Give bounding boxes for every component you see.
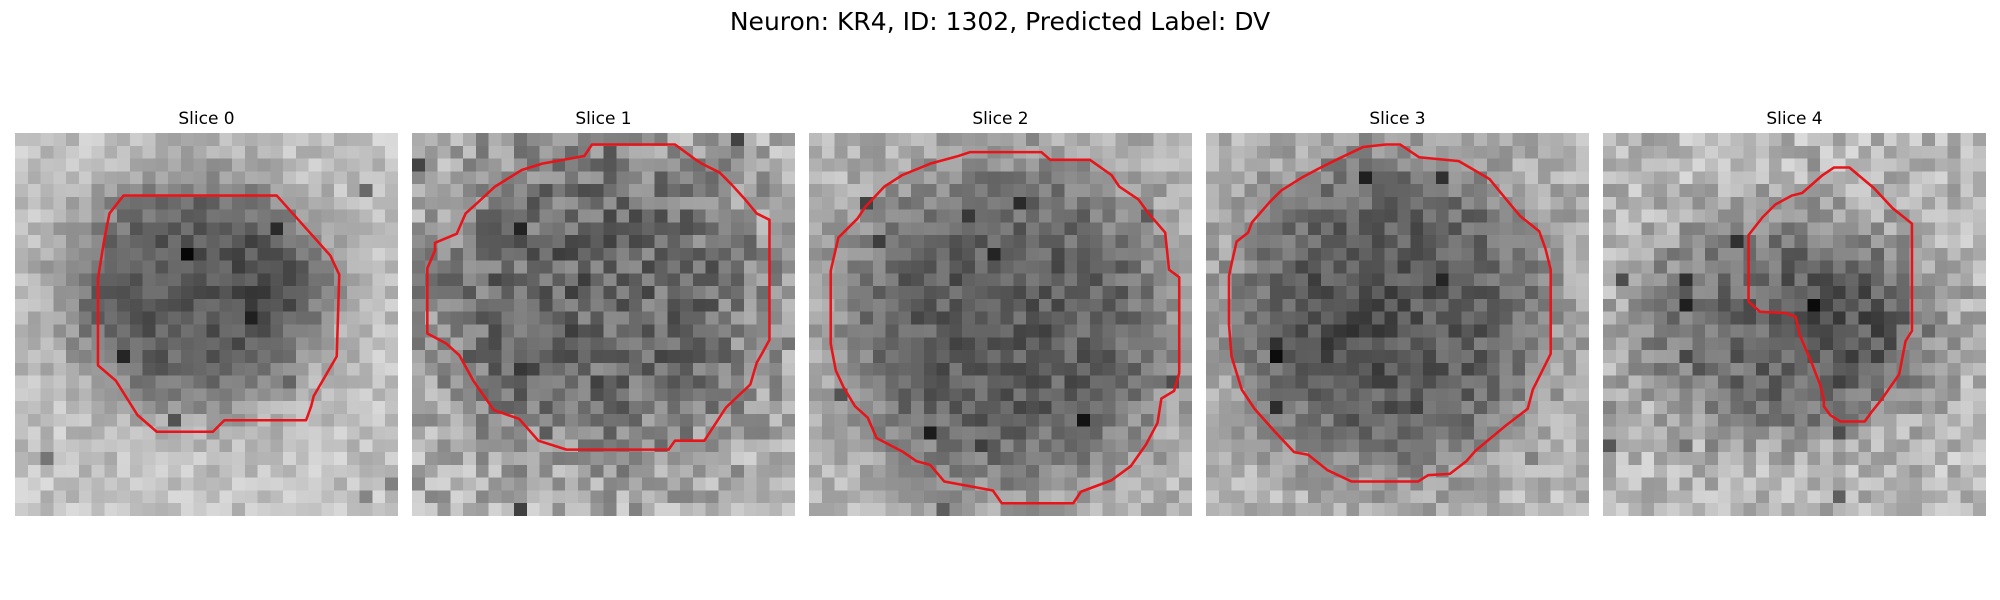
roi-contour — [1747, 166, 1914, 423]
slice-image-4 — [1603, 133, 1986, 516]
slice-pixels — [809, 133, 1192, 516]
slice-panel-3: Slice 3 — [1206, 107, 1589, 516]
slice-image-0 — [15, 133, 398, 516]
slice-pixels — [1603, 133, 1986, 516]
roi-contour — [426, 143, 771, 451]
figure-title: Neuron: KR4, ID: 1302, Predicted Label: … — [729, 7, 1271, 36]
slice-image-1 — [412, 133, 795, 516]
slice-pixels — [1206, 133, 1589, 516]
slice-panel-4: Slice 4 — [1603, 107, 1986, 516]
slice-title-4: Slice 4 — [1766, 109, 1823, 129]
slice-title-3: Slice 3 — [1369, 109, 1426, 129]
roi-contour — [1227, 143, 1552, 483]
slice-pixels — [15, 133, 398, 516]
slice-title-2: Slice 2 — [972, 109, 1029, 129]
roi-contour — [96, 194, 341, 434]
slice-panel-1: Slice 1 — [412, 107, 795, 516]
slice-pixels — [412, 133, 795, 516]
slice-image-3 — [1206, 133, 1589, 516]
slice-panel-0: Slice 0 — [15, 107, 398, 516]
slice-image-2 — [809, 133, 1192, 516]
slice-panel-2: Slice 2 — [809, 107, 1192, 516]
slice-title-0: Slice 0 — [178, 109, 235, 129]
roi-contour — [829, 150, 1181, 505]
slice-title-1: Slice 1 — [575, 109, 632, 129]
